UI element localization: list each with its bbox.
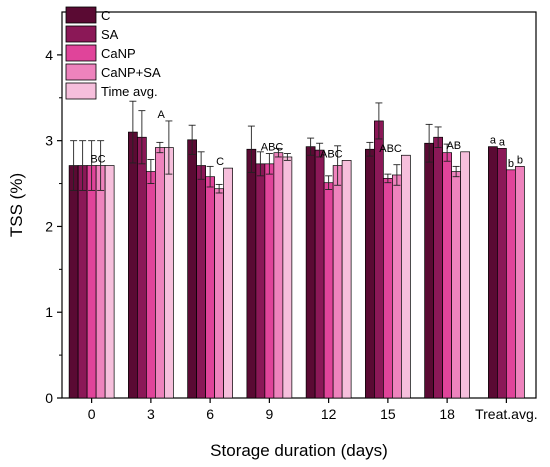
error-bars-group [70,100,460,194]
y-axis: 0 1 2 3 4 [45,47,62,406]
y-tick-label: 1 [45,304,53,320]
significance-letter: C [216,156,224,168]
treatment-letter: b [517,154,523,166]
legend-swatch [65,6,97,24]
bar [424,142,434,399]
bar [246,148,257,399]
legend-swatch [65,63,97,81]
bars-group [68,120,525,399]
bar [341,160,352,399]
bar [497,148,507,399]
x-tick-label: 0 [88,406,96,422]
bar [155,147,165,399]
significance-letter: ABC [379,143,402,155]
significance-letter: BC [90,154,105,166]
legend-label: SA [101,27,119,42]
treatment-letter: b [508,158,514,170]
bar [451,171,461,399]
x-tick-label: 6 [206,406,214,422]
y-tick-label: 3 [45,133,53,149]
x-tick-label: Treat.avg. [475,406,538,422]
x-axis: 0 3 6 9 12 15 18 Treat.avg. [88,398,538,422]
bar [104,165,115,399]
treatment-letter: a [499,136,506,148]
bar [374,120,384,399]
significance-letter: AB [446,140,461,152]
bar [187,139,197,399]
bar [506,169,516,399]
bar [273,152,284,399]
legend-label: CaNP+SA [101,65,161,80]
bar [401,154,411,399]
x-tick-label: 12 [321,406,337,422]
bar [365,148,375,399]
bar [314,149,325,399]
bar [323,182,334,399]
bar [433,136,443,399]
bar [128,131,138,399]
bar [77,165,88,399]
significance-letter: A [158,109,166,121]
bar [223,167,233,399]
bar [442,152,452,399]
treatment-letter: a [490,135,497,147]
bar [86,165,97,399]
x-axis-title: Storage duration (days) [210,441,388,460]
y-tick-label: 0 [45,390,53,406]
bar [214,188,224,399]
x-tick-label: 9 [265,406,273,422]
bar [68,165,79,399]
bar [164,147,174,399]
legend-label: CaNP [101,46,136,61]
x-tick-label: 18 [439,406,455,422]
legend-label: Time avg. [101,84,158,99]
bar [146,171,156,399]
legend-swatch [65,44,97,62]
significance-letter: ABC [261,142,284,154]
bar [515,166,525,399]
plot-frame [61,11,537,399]
bar [137,136,147,399]
legend-swatch [65,82,97,100]
bar [196,165,206,399]
bar [460,151,470,399]
x-tick-label: 3 [147,406,155,422]
bar [332,165,343,399]
legend-swatch [65,25,97,43]
bar [255,163,266,399]
significance-letter: ABC [320,148,343,160]
y-axis-title: TSS (%) [7,173,26,237]
legend-label: C [101,8,110,23]
plot-area [61,11,537,399]
bar [264,163,275,399]
y-tick-label: 4 [45,47,53,63]
bar [305,146,316,399]
x-tick-label: 15 [380,406,396,422]
bar [95,165,106,399]
bar [205,176,215,399]
legend: C SA CaNP CaNP+SA Time avg. [65,6,161,100]
bar [488,146,498,399]
y-tick-label: 2 [45,218,53,234]
bar [383,178,393,399]
bar [392,174,402,399]
bar [282,156,293,399]
